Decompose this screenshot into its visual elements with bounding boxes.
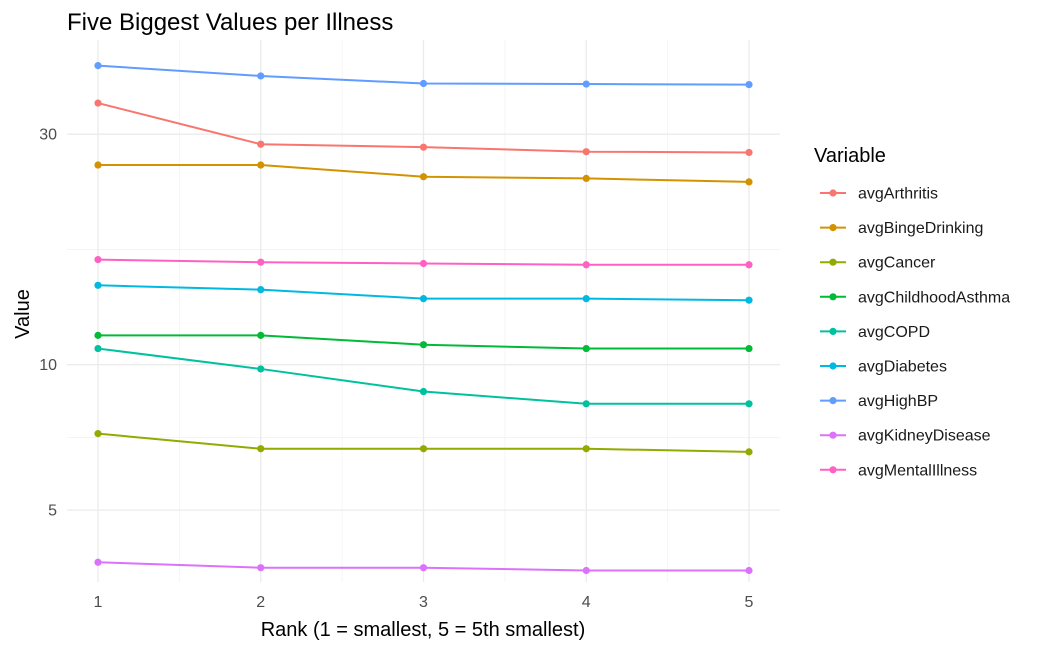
legend-item-avgCancer: avgCancer — [820, 255, 936, 272]
data-point — [94, 430, 102, 438]
data-point — [419, 173, 428, 181]
series-lines — [94, 62, 753, 575]
data-point — [745, 400, 753, 408]
legend-label: avgCancer — [858, 255, 936, 272]
data-point — [419, 564, 428, 572]
y-tick-label: 5 — [48, 503, 57, 520]
data-point — [94, 161, 102, 169]
data-point — [582, 148, 590, 156]
data-point — [257, 161, 265, 169]
x-axis-title: Rank (1 = smallest, 5 = 5th smallest) — [261, 619, 586, 641]
data-point — [419, 387, 428, 396]
y-tick-label: 30 — [39, 127, 57, 144]
data-point — [257, 258, 265, 266]
data-point — [745, 148, 753, 157]
legend-item-avgHighBP: avgHighBP — [820, 393, 938, 410]
data-point — [745, 448, 753, 456]
legend-key-point — [829, 466, 837, 474]
x-tick-label: 1 — [94, 594, 103, 611]
y-axis-title: Value — [12, 289, 34, 339]
data-point — [257, 140, 265, 148]
data-point — [419, 445, 428, 453]
legend-key-point — [829, 293, 837, 301]
legend-label: avgCOPD — [858, 324, 930, 341]
legend: Variable avgArthritis avgBingeDrinking avg… — [814, 145, 1010, 479]
legend-item-avgDiabetes: avgDiabetes — [820, 359, 947, 376]
data-point — [419, 259, 428, 268]
data-point — [582, 344, 590, 353]
data-point — [257, 445, 265, 453]
data-point — [257, 286, 265, 294]
x-tick-label: 3 — [419, 594, 428, 611]
data-point — [94, 281, 102, 289]
grid — [67, 40, 780, 582]
series-avgArthritis — [94, 99, 753, 157]
legend-key-point — [829, 362, 837, 370]
data-point — [419, 295, 428, 303]
y-tick-label: 10 — [39, 357, 57, 374]
data-point — [257, 365, 265, 373]
legend-key-point — [829, 397, 837, 405]
data-point — [745, 178, 753, 186]
legend-item-avgCOPD: avgCOPD — [820, 324, 930, 341]
data-point — [582, 174, 590, 183]
data-point — [745, 296, 753, 304]
x-axis-ticks: 1 2 3 4 5 — [94, 594, 754, 611]
data-point — [94, 256, 102, 264]
x-tick-label: 5 — [745, 594, 754, 611]
legend-key-point — [829, 258, 837, 266]
data-point — [582, 261, 590, 269]
legend-item-avgArthritis: avgArthritis — [820, 186, 938, 203]
data-point — [257, 564, 265, 572]
data-point — [419, 79, 428, 88]
data-point — [419, 341, 428, 349]
data-point — [745, 344, 753, 353]
data-point — [419, 143, 428, 151]
data-point — [582, 566, 590, 575]
legend-item-avgChildhoodAsthma: avgChildhoodAsthma — [820, 289, 1010, 306]
legend-label: avgMentalIllness — [858, 462, 977, 479]
legend-key-point — [829, 189, 837, 197]
legend-label: avgKidneyDisease — [858, 428, 991, 445]
legend-label: avgHighBP — [858, 393, 938, 410]
data-point — [94, 558, 102, 566]
series-avgHighBP — [94, 62, 753, 89]
legend-title: Variable — [814, 145, 886, 167]
data-point — [582, 80, 590, 88]
data-point — [94, 344, 102, 353]
data-point — [94, 331, 102, 339]
data-point — [94, 62, 102, 70]
legend-key-point — [829, 327, 837, 335]
y-axis-ticks: 5 10 30 — [39, 127, 57, 520]
data-point — [582, 295, 590, 303]
data-point — [257, 331, 265, 339]
data-point — [94, 99, 102, 107]
legend-key-point — [829, 431, 837, 439]
data-point — [257, 72, 265, 80]
legend-label: avgDiabetes — [858, 359, 947, 376]
data-point — [745, 80, 753, 89]
legend-item-avgKidneyDisease: avgKidneyDisease — [820, 428, 991, 445]
data-point — [745, 261, 753, 269]
series-avgKidneyDisease — [94, 558, 753, 575]
series-avgCancer — [94, 430, 753, 456]
legend-label: avgBingeDrinking — [858, 220, 983, 237]
legend-key-point — [829, 224, 837, 232]
legend-label: avgArthritis — [858, 186, 938, 203]
data-point — [582, 445, 590, 453]
data-point — [582, 400, 590, 408]
chart-title: Five Biggest Values per Illness — [67, 9, 393, 36]
series-avgChildhoodAsthma — [94, 331, 753, 353]
series-avgMentalIllness — [94, 256, 753, 269]
legend-item-avgMentalIllness: avgMentalIllness — [820, 462, 977, 479]
x-tick-label: 4 — [582, 594, 591, 611]
x-tick-label: 2 — [256, 594, 265, 611]
legend-label: avgChildhoodAsthma — [858, 289, 1010, 306]
series-avgDiabetes — [94, 281, 753, 304]
legend-item-avgBingeDrinking: avgBingeDrinking — [820, 220, 983, 237]
series-avgCOPD — [94, 344, 753, 408]
data-point — [745, 566, 753, 575]
series-avgBingeDrinking — [94, 161, 753, 186]
